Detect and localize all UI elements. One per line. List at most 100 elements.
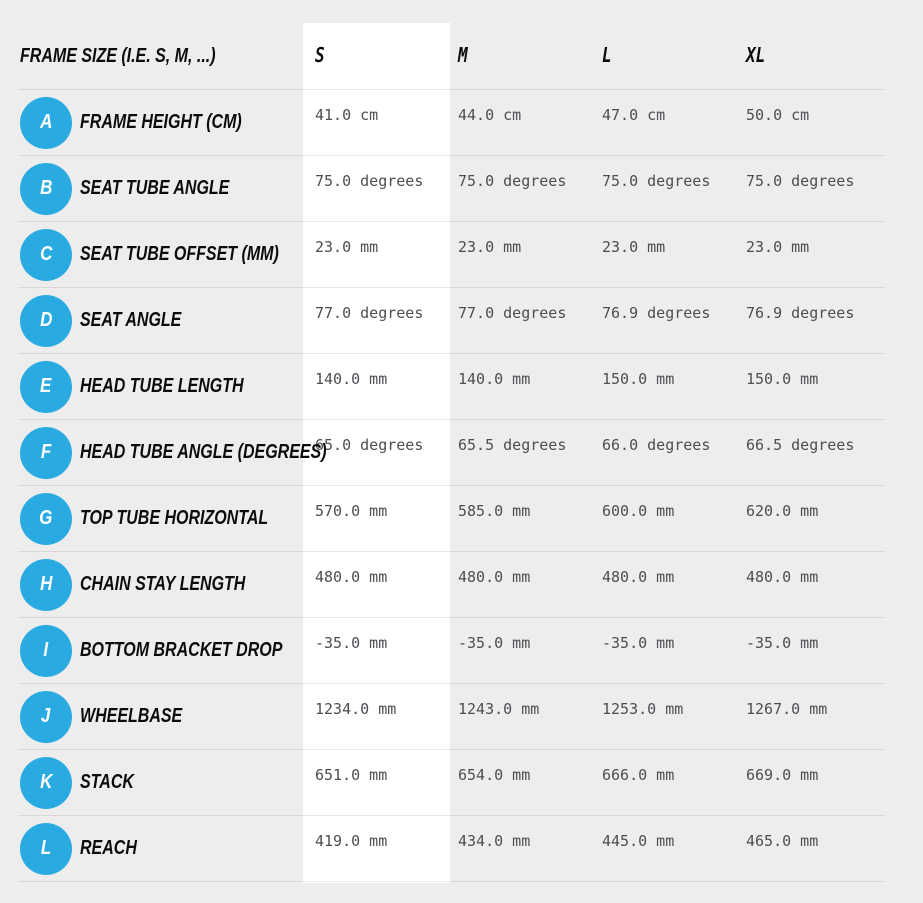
letter-badge-label: G [39, 507, 53, 529]
letter-badge: J [20, 690, 72, 743]
row-label: REACH [80, 837, 137, 859]
value-xl: 23.0 mm [746, 238, 810, 256]
row-label-cell: H CHAIN STAY LENGTH [18, 552, 303, 617]
letter-badge-label: I [43, 639, 49, 661]
table-header-row: FRAME SIZE (I.E. S, M, ...) S M L XL [18, 0, 885, 90]
geometry-table: FRAME SIZE (I.E. S, M, ...) S M L XL A F… [18, 0, 885, 882]
letter-badge: I [20, 624, 72, 677]
row-label: BOTTOM BRACKET DROP [80, 639, 283, 661]
letter-badge-label: A [39, 111, 53, 133]
row-label: SEAT ANGLE [80, 309, 182, 331]
row-label: CHAIN STAY LENGTH [80, 573, 246, 595]
letter-badge-label: F [40, 441, 52, 463]
table-row: F HEAD TUBE ANGLE (DEGREES) 65.0 degrees… [18, 420, 885, 486]
value-l: 600.0 mm [602, 502, 675, 520]
value-s: 77.0 degrees [315, 304, 424, 322]
table-row: A FRAME HEIGHT (CM) 41.0 cm 44.0 cm 47.0… [18, 90, 885, 156]
value-m: 75.0 degrees [458, 172, 567, 190]
value-m: 140.0 mm [458, 370, 531, 388]
row-label: TOP TUBE HORIZONTAL [80, 507, 269, 529]
value-l: 1253.0 mm [602, 700, 684, 718]
value-l: 23.0 mm [602, 238, 666, 256]
row-label: SEAT TUBE OFFSET (MM) [80, 243, 279, 265]
value-xl: 76.9 degrees [746, 304, 855, 322]
value-m: 77.0 degrees [458, 304, 567, 322]
row-label-cell: C SEAT TUBE OFFSET (MM) [18, 222, 303, 287]
value-s: 480.0 mm [315, 568, 388, 586]
value-l: 480.0 mm [602, 568, 675, 586]
value-s: 23.0 mm [315, 238, 379, 256]
row-label: WHEELBASE [80, 705, 183, 727]
letter-badge: D [20, 294, 72, 347]
letter-badge: H [20, 558, 72, 611]
value-xl: 669.0 mm [746, 766, 819, 784]
row-label-cell: G TOP TUBE HORIZONTAL [18, 486, 303, 551]
value-xl: 480.0 mm [746, 568, 819, 586]
value-xl: 150.0 mm [746, 370, 819, 388]
letter-badge-label: J [41, 705, 51, 727]
value-xl: 75.0 degrees [746, 172, 855, 190]
table-row: G TOP TUBE HORIZONTAL 570.0 mm 585.0 mm … [18, 486, 885, 552]
value-l: 150.0 mm [602, 370, 675, 388]
value-s: 1234.0 mm [315, 700, 397, 718]
value-s: -35.0 mm [315, 634, 388, 652]
row-label-cell: L REACH [18, 816, 303, 881]
row-label-cell: K STACK [18, 750, 303, 815]
value-xl: 620.0 mm [746, 502, 819, 520]
row-label-cell: D SEAT ANGLE [18, 288, 303, 353]
value-xl: -35.0 mm [746, 634, 819, 652]
value-l: -35.0 mm [602, 634, 675, 652]
value-l: 66.0 degrees [602, 436, 711, 454]
value-l: 445.0 mm [602, 832, 675, 850]
column-header-s[interactable]: S [303, 43, 450, 89]
column-header-xl-label: XL [746, 43, 766, 67]
row-label: STACK [80, 771, 134, 793]
value-m: 434.0 mm [458, 832, 531, 850]
table-row: I BOTTOM BRACKET DROP -35.0 mm -35.0 mm … [18, 618, 885, 684]
value-s: 651.0 mm [315, 766, 388, 784]
value-s: 570.0 mm [315, 502, 388, 520]
value-xl: 1267.0 mm [746, 700, 828, 718]
letter-badge: C [20, 228, 72, 281]
value-m: 585.0 mm [458, 502, 531, 520]
letter-badge-label: E [40, 375, 52, 397]
value-l: 47.0 cm [602, 106, 666, 124]
value-s: 419.0 mm [315, 832, 388, 850]
column-header-l[interactable]: L [594, 43, 738, 89]
column-header-xl[interactable]: XL [738, 43, 885, 89]
letter-badge: B [20, 162, 72, 215]
value-s: 75.0 degrees [315, 172, 424, 190]
row-label-cell: I BOTTOM BRACKET DROP [18, 618, 303, 683]
row-label-cell: A FRAME HEIGHT (CM) [18, 90, 303, 155]
column-header-m-label: M [458, 43, 468, 67]
value-m: 654.0 mm [458, 766, 531, 784]
value-l: 75.0 degrees [602, 172, 711, 190]
letter-badge: L [20, 822, 72, 875]
row-label-cell: J WHEELBASE [18, 684, 303, 749]
value-m: 44.0 cm [458, 106, 522, 124]
letter-badge-label: B [39, 177, 53, 199]
row-label-cell: F HEAD TUBE ANGLE (DEGREES) [18, 420, 327, 485]
table-row: C SEAT TUBE OFFSET (MM) 23.0 mm 23.0 mm … [18, 222, 885, 288]
value-s: 65.0 degrees [315, 436, 424, 454]
letter-badge-label: C [39, 243, 53, 265]
column-header-l-label: L [602, 43, 612, 67]
column-header-m[interactable]: M [450, 43, 594, 89]
table-row: J WHEELBASE 1234.0 mm 1243.0 mm 1253.0 m… [18, 684, 885, 750]
value-s: 41.0 cm [315, 106, 379, 124]
letter-badge: A [20, 96, 72, 149]
row-label: HEAD TUBE ANGLE (DEGREES) [80, 441, 327, 463]
letter-badge-label: H [39, 573, 53, 595]
table-row: E HEAD TUBE LENGTH 140.0 mm 140.0 mm 150… [18, 354, 885, 420]
row-label-cell: E HEAD TUBE LENGTH [18, 354, 303, 419]
value-l: 76.9 degrees [602, 304, 711, 322]
value-s: 140.0 mm [315, 370, 388, 388]
selected-size-column-highlight [303, 23, 450, 883]
row-label-cell: B SEAT TUBE ANGLE [18, 156, 303, 221]
column-header-s-label: S [315, 43, 325, 67]
table-row: H CHAIN STAY LENGTH 480.0 mm 480.0 mm 48… [18, 552, 885, 618]
value-m: 23.0 mm [458, 238, 522, 256]
table-row: B SEAT TUBE ANGLE 75.0 degrees 75.0 degr… [18, 156, 885, 222]
value-xl: 465.0 mm [746, 832, 819, 850]
